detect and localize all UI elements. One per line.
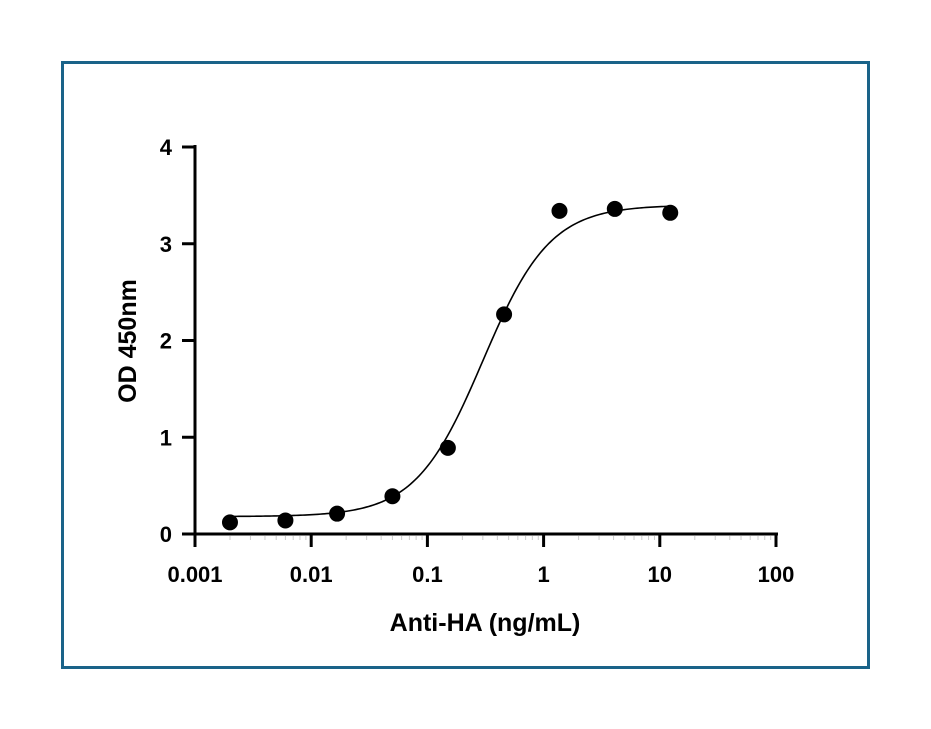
data-point bbox=[662, 204, 679, 221]
x-tick-label: 0.1 bbox=[412, 562, 443, 587]
data-point bbox=[551, 202, 568, 219]
y-axis-label: OD 450nm bbox=[114, 279, 142, 403]
x-axis-label: Anti-HA (ng/mL) bbox=[390, 609, 581, 637]
y-tick-label: 2 bbox=[160, 329, 172, 354]
x-tick-label: 0.001 bbox=[167, 562, 222, 587]
x-tick-label: 1 bbox=[537, 562, 549, 587]
y-tick-label: 4 bbox=[160, 135, 173, 160]
data-point bbox=[221, 514, 238, 531]
data-point bbox=[329, 505, 346, 522]
x-tick-label: 100 bbox=[758, 562, 795, 587]
x-tick-label: 10 bbox=[648, 562, 672, 587]
y-tick-label: 3 bbox=[160, 232, 172, 257]
data-point bbox=[606, 200, 623, 217]
y-tick-label: 1 bbox=[160, 425, 172, 450]
data-point bbox=[496, 306, 513, 323]
chart-frame bbox=[61, 61, 870, 669]
x-tick-label: 0.01 bbox=[290, 562, 333, 587]
fit-curve bbox=[229, 205, 671, 518]
y-tick-label: 0 bbox=[160, 522, 172, 547]
data-point bbox=[439, 439, 456, 456]
data-point bbox=[277, 512, 294, 529]
data-point bbox=[384, 488, 401, 505]
